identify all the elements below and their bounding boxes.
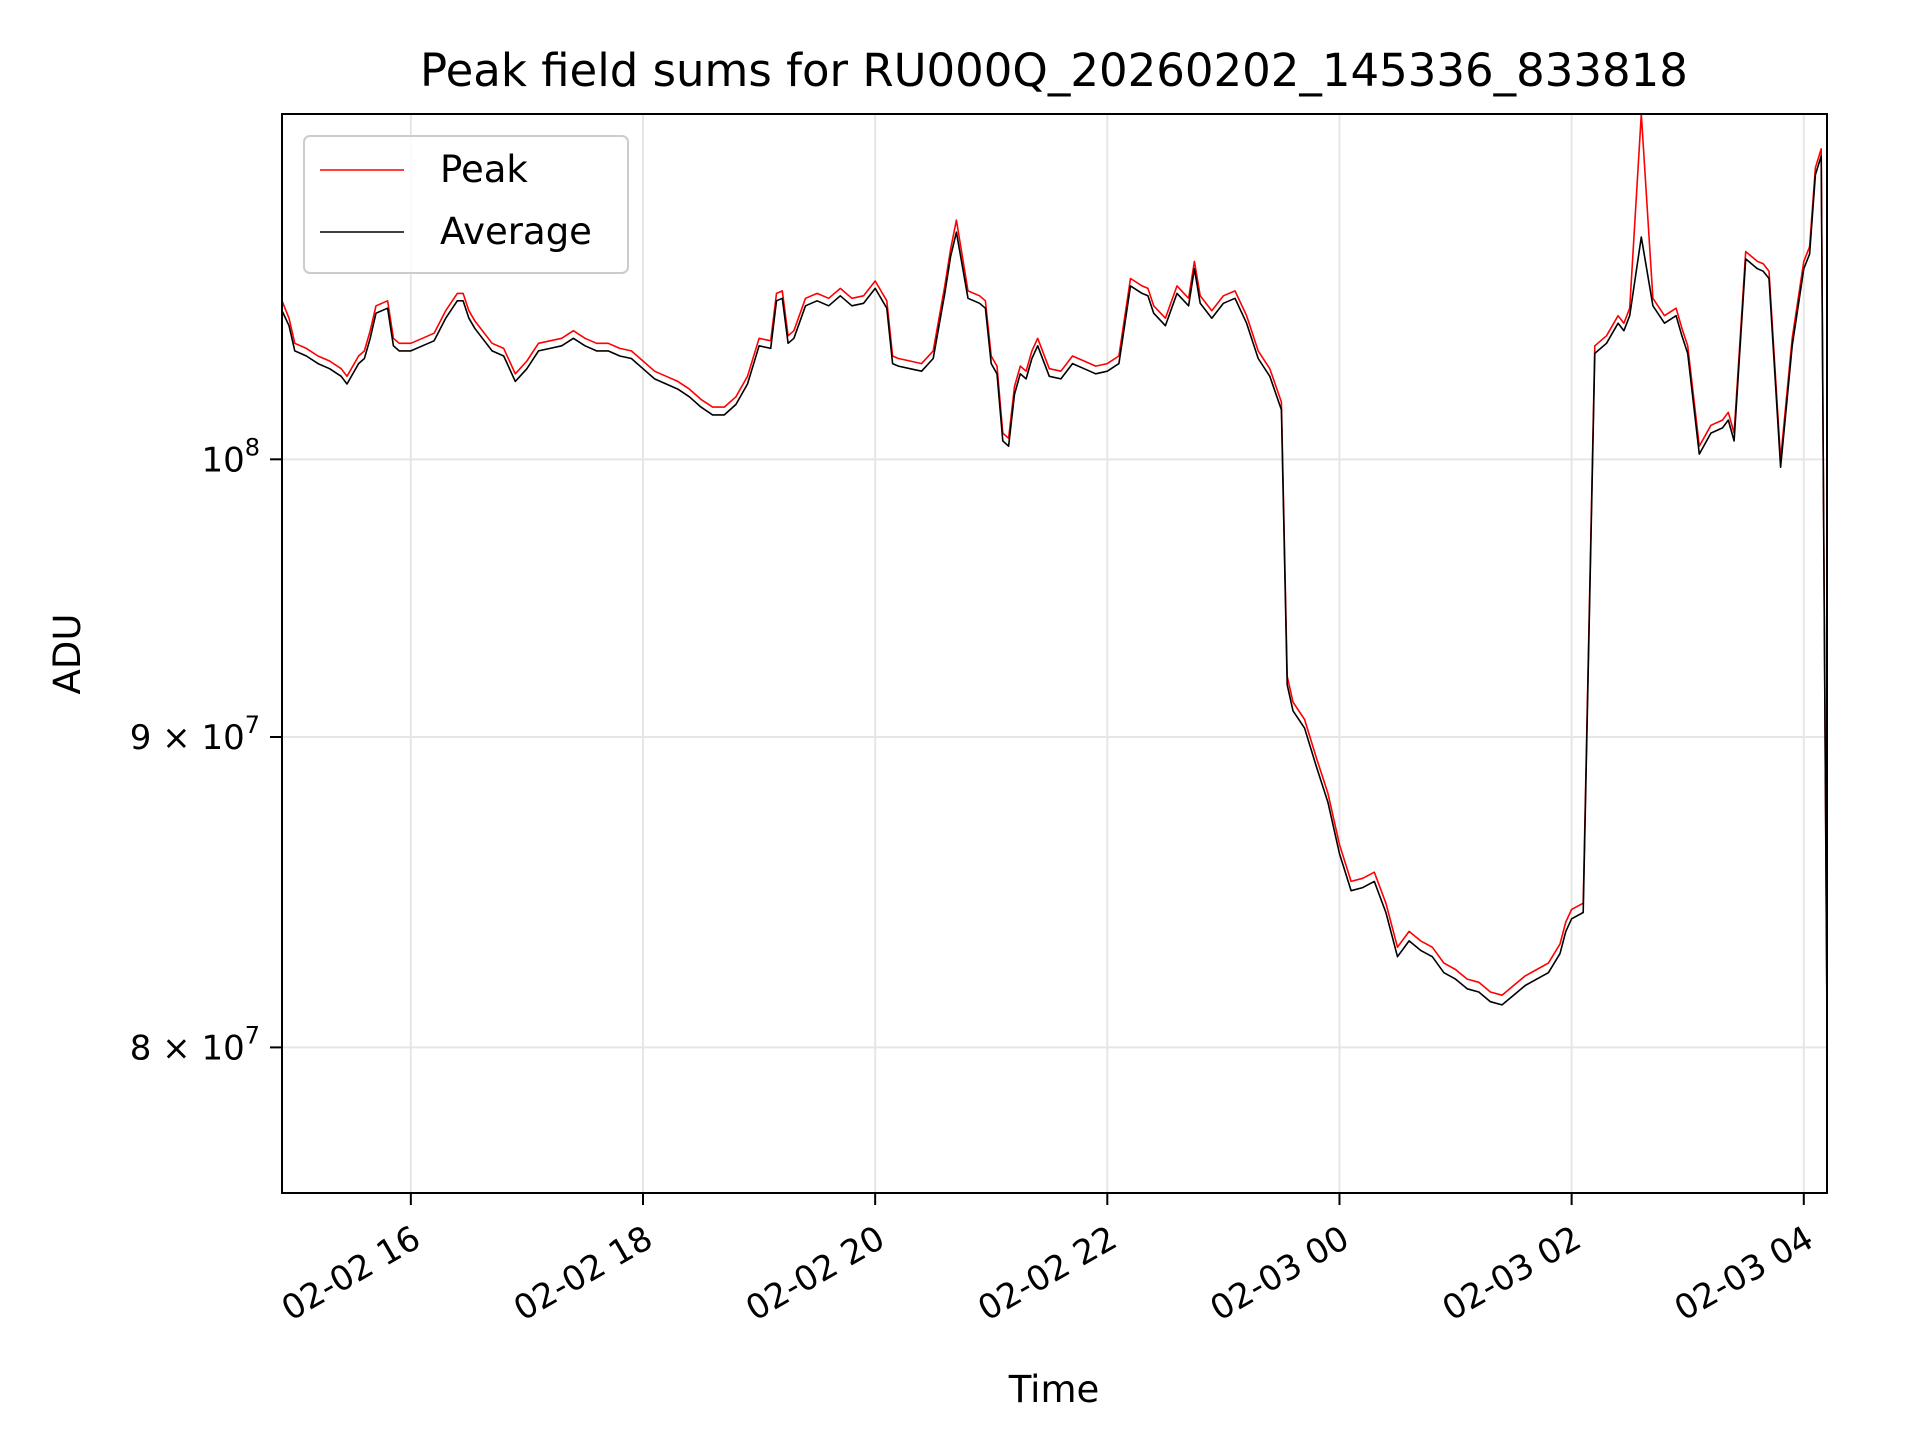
y-tick-label: 108	[201, 433, 260, 480]
y-tick-base: 10	[201, 440, 244, 480]
y-tick-label: 9 × 107	[130, 711, 260, 758]
series-lines	[282, 114, 1827, 1025]
grid	[282, 114, 1827, 1193]
x-axis-title: Time	[1008, 1368, 1100, 1411]
y-tick-label: 8 × 107	[130, 1021, 260, 1068]
legend-peak-label: Peak	[440, 148, 528, 191]
y-tick-base: 9 × 10	[130, 718, 245, 758]
y-tick-exponent: 7	[245, 711, 260, 739]
y-tick-base: 8 × 10	[130, 1028, 245, 1068]
series-line-average	[282, 155, 1827, 1025]
legend-average-label: Average	[440, 210, 592, 253]
y-tick-exponent: 7	[245, 1021, 260, 1049]
legend: Peak Average	[303, 135, 629, 274]
chart-title: Peak field sums for RU000Q_20260202_1453…	[420, 44, 1688, 97]
plot-frame	[281, 113, 1828, 1194]
y-tick-exponent: 8	[245, 433, 260, 461]
y-axis-title: ADU	[46, 614, 89, 695]
